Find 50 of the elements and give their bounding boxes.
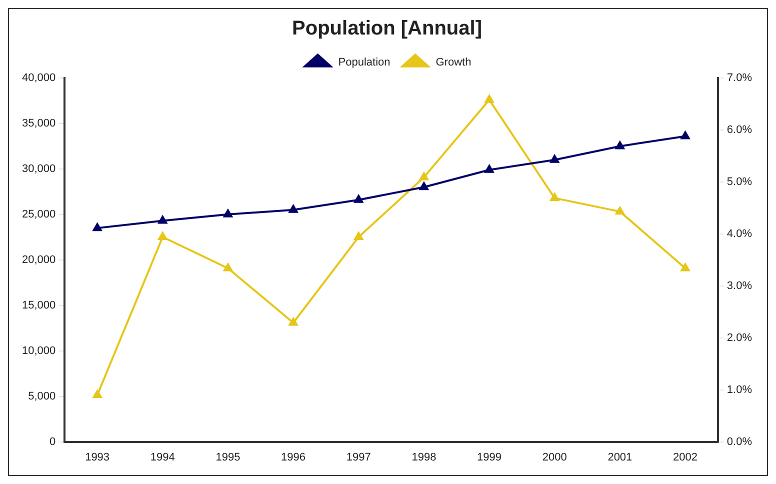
- point: [158, 232, 168, 240]
- legend-label: Population: [338, 56, 390, 69]
- point: [550, 193, 560, 202]
- x-tick-label: 1996: [281, 451, 306, 464]
- chart-title: Population [Annual]: [292, 18, 482, 40]
- point: [484, 94, 494, 103]
- point: [224, 209, 232, 218]
- y2-tick-label: 5.0%: [726, 176, 752, 188]
- x-tick-label: 2002: [673, 451, 698, 464]
- point: [419, 182, 428, 190]
- y2-tick-label: 3.0%: [726, 280, 752, 292]
- legend-label: Growth: [436, 56, 472, 69]
- x-tick-label: 1997: [346, 451, 371, 464]
- point: [224, 263, 232, 272]
- point: [484, 164, 494, 173]
- point: [615, 206, 624, 215]
- x-tick-label: 2000: [542, 451, 567, 464]
- y-tick-label: 35,000: [22, 118, 56, 130]
- x-tick-label: 1995: [216, 451, 240, 464]
- y-tick-label: 25,000: [22, 208, 56, 220]
- x-tick-label: 1998: [412, 451, 436, 464]
- x-tick-label: 1999: [477, 451, 502, 464]
- point: [288, 204, 298, 213]
- x-tick-label: 1993: [85, 451, 110, 464]
- point: [92, 390, 102, 398]
- y2-tick-label: 1.0%: [726, 384, 752, 396]
- y2-tick-label: 0.0%: [726, 436, 752, 448]
- y-tick-label: 20,000: [22, 254, 56, 266]
- y2-tick-label: 7.0%: [726, 72, 752, 84]
- point: [550, 154, 560, 163]
- point: [354, 194, 364, 203]
- y-tick-label: 5,000: [28, 390, 56, 402]
- point: [680, 131, 690, 140]
- point: [158, 216, 168, 224]
- y2-tick-label: 2.0%: [726, 332, 752, 344]
- y-tick-label: 10,000: [22, 344, 56, 357]
- y2-tick-label: 4.0%: [726, 228, 752, 240]
- x-tick-label: 2001: [608, 451, 632, 464]
- y-tick-label: 15,000: [22, 299, 56, 312]
- point: [288, 318, 298, 326]
- point: [615, 141, 624, 150]
- y-tick-label: 30,000: [22, 162, 56, 175]
- point: [354, 232, 364, 240]
- point: [92, 223, 102, 232]
- point: [419, 172, 428, 180]
- y-tick-label: 40,000: [22, 72, 56, 84]
- y2-tick-label: 6.0%: [726, 124, 752, 136]
- x-tick-label: 1994: [150, 451, 175, 464]
- point: [680, 263, 690, 272]
- y-tick-label: 0: [50, 436, 56, 448]
